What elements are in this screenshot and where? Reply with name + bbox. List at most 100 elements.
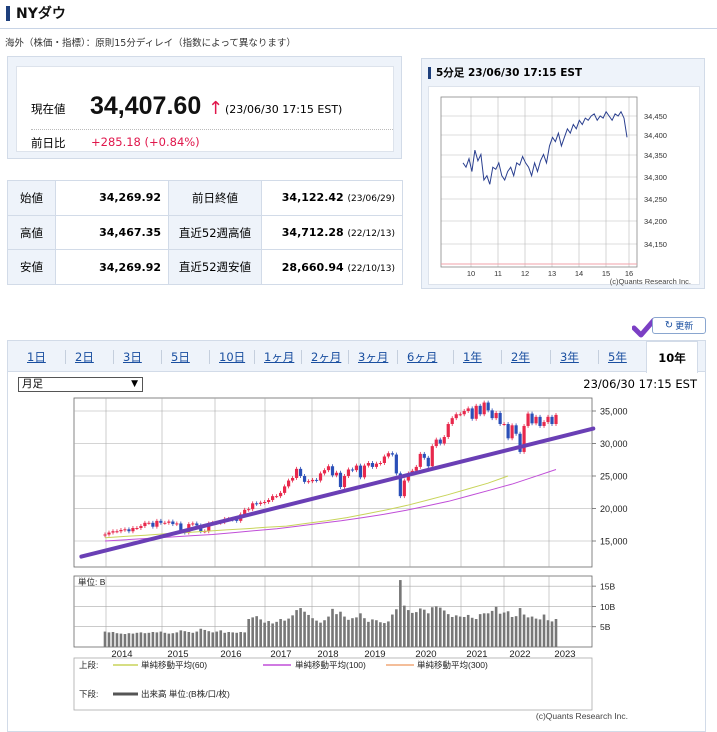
volume-bar bbox=[323, 620, 326, 647]
volume-bar bbox=[203, 629, 207, 647]
volume-bar bbox=[191, 632, 195, 647]
volume-bar bbox=[335, 614, 338, 647]
volume-bar bbox=[522, 614, 526, 647]
volume-bar bbox=[299, 608, 302, 647]
candle-body bbox=[302, 476, 307, 482]
candle-body bbox=[362, 465, 367, 478]
table-row: 安値 34,269.92 直近52週安値 28,660.94 (22/10/13… bbox=[7, 249, 403, 286]
stat-date: (23/06/29) bbox=[347, 194, 395, 205]
volume-bar bbox=[147, 632, 151, 647]
volume-bar bbox=[207, 631, 211, 647]
tab-9[interactable]: 6ヶ月 bbox=[407, 350, 438, 364]
tab-14[interactable]: 10年 bbox=[646, 341, 698, 373]
volume-bar bbox=[287, 618, 290, 647]
volume-bar bbox=[395, 609, 398, 647]
stat-value: 34,467.35 bbox=[55, 214, 169, 251]
tab-8[interactable]: 3ヶ月 bbox=[358, 350, 389, 364]
volume-bar bbox=[387, 621, 390, 647]
interval-select[interactable]: 月足 ▼ bbox=[18, 377, 143, 392]
candle-body bbox=[454, 414, 458, 419]
title-divider bbox=[0, 28, 717, 29]
intraday-y-tick: 34,350 bbox=[644, 151, 667, 160]
tab-10[interactable]: 1年 bbox=[463, 350, 482, 364]
volume-bar bbox=[486, 613, 490, 647]
volume-bar bbox=[478, 614, 482, 647]
candle-body bbox=[283, 486, 287, 493]
legend-ma300: 単純移動平均(300) bbox=[417, 660, 488, 670]
candle-body bbox=[478, 405, 482, 415]
volume-bar bbox=[502, 612, 506, 647]
candle-body bbox=[338, 472, 343, 488]
intraday-panel: 5分足 23/06/30 17:15 EST 34,450 34,400 34,35… bbox=[421, 58, 705, 289]
candle-body bbox=[255, 503, 259, 505]
volume-bar bbox=[295, 610, 298, 647]
tab-13[interactable]: 5年 bbox=[608, 350, 627, 364]
candle-body bbox=[550, 416, 554, 424]
tab-4[interactable]: 5日 bbox=[171, 350, 190, 364]
price-y-tick: 25,000 bbox=[600, 472, 628, 482]
volume-bar bbox=[343, 616, 346, 647]
volume-bar bbox=[466, 614, 470, 647]
volume-bar bbox=[131, 633, 135, 647]
table-row: 始値 34,269.92 前日終値 34,122.42 (23/06/29) bbox=[7, 180, 403, 216]
price-y-tick: 30,000 bbox=[600, 439, 628, 449]
tab-2[interactable]: 2日 bbox=[75, 350, 94, 364]
candle-body bbox=[542, 422, 546, 426]
current-price-label: 現在値 bbox=[31, 102, 66, 116]
tab-3[interactable]: 3日 bbox=[123, 350, 142, 364]
intraday-x-tick: 13 bbox=[548, 269, 556, 278]
volume-bar bbox=[411, 612, 414, 647]
year-label: 2014 bbox=[111, 649, 132, 660]
page-title: NYダウ bbox=[16, 6, 66, 22]
checkmark-icon bbox=[631, 317, 657, 342]
refresh-button[interactable]: ↻ 更新 bbox=[652, 317, 706, 334]
volume-bar bbox=[187, 631, 191, 647]
tab-11[interactable]: 2年 bbox=[511, 350, 530, 364]
candle-body bbox=[438, 439, 442, 444]
candle-body bbox=[406, 473, 410, 481]
interval-select-value: 月足 bbox=[22, 378, 43, 390]
legend-ma60: 単純移動平均(60) bbox=[141, 660, 207, 670]
candle-body bbox=[506, 424, 510, 439]
stat-value: 28,660.94 (22/10/13) bbox=[261, 249, 403, 286]
candle-body bbox=[167, 521, 171, 523]
volume-bar bbox=[494, 606, 498, 647]
volume-bar bbox=[506, 611, 510, 647]
intraday-y-tick: 34,150 bbox=[644, 240, 667, 249]
volume-bar bbox=[434, 606, 438, 647]
stat-date: (22/12/13) bbox=[347, 229, 395, 240]
intraday-chart[interactable]: 34,450 34,400 34,350 34,300 34,250 34,200 34,1… bbox=[428, 86, 700, 286]
candle-body bbox=[191, 523, 195, 525]
candle-body bbox=[135, 528, 139, 529]
stat-number: 34,122.42 bbox=[281, 191, 344, 205]
candle-body bbox=[334, 472, 339, 476]
tab-separator bbox=[113, 350, 114, 364]
candle-body bbox=[474, 405, 478, 419]
ma100-line bbox=[104, 469, 557, 542]
candle-body bbox=[290, 477, 295, 481]
volume-bar bbox=[530, 616, 534, 647]
volume-bar bbox=[175, 632, 179, 647]
legend-lower-label: 下段: bbox=[79, 689, 98, 699]
candle-body bbox=[159, 520, 163, 523]
tab-5[interactable]: 10日 bbox=[219, 350, 246, 364]
candle-body bbox=[271, 496, 275, 501]
tab-12[interactable]: 3年 bbox=[560, 350, 579, 364]
candle-body bbox=[498, 412, 502, 424]
intraday-x-tick: 16 bbox=[625, 269, 633, 278]
intraday-title-marker bbox=[428, 66, 431, 79]
main-chart-svg: 35,000 30,000 25,000 20,000 15,000 15B 10B 5B 単… bbox=[73, 397, 628, 721]
stat-label: 安値 bbox=[7, 249, 56, 286]
candle-body bbox=[402, 480, 406, 497]
volume-bar bbox=[351, 618, 354, 647]
year-label: 2023 bbox=[554, 649, 575, 660]
volume-bar bbox=[247, 619, 250, 647]
candle-body bbox=[554, 414, 558, 424]
candle-body bbox=[298, 468, 303, 476]
tab-1[interactable]: 1日 bbox=[27, 350, 46, 364]
tab-7[interactable]: 2ヶ月 bbox=[311, 350, 342, 364]
tab-6[interactable]: 1ヶ月 bbox=[264, 350, 295, 364]
candle-body bbox=[275, 496, 279, 498]
intraday-y-tick: 34,300 bbox=[644, 173, 667, 182]
volume-bar bbox=[119, 633, 123, 647]
